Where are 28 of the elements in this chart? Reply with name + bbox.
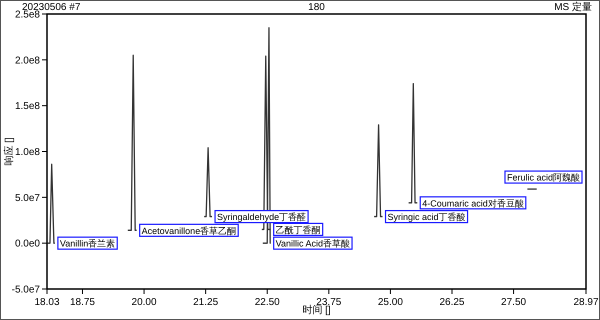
annotation: Ferulic acid阿魏酸 bbox=[506, 172, 580, 183]
y-tick-label: 5.0e7 bbox=[14, 192, 40, 204]
annotation: Syringic acid丁香酸 bbox=[388, 212, 466, 222]
x-tick-label: 18.03 bbox=[34, 297, 60, 308]
annotation: Vanillic Acid香草酸 bbox=[276, 238, 350, 249]
annotation: 乙酰丁香酮 bbox=[276, 224, 321, 235]
y-tick-label: 1.5e8 bbox=[14, 101, 40, 112]
x-tick-label: 28.97 bbox=[573, 297, 599, 308]
text: MS 定量 bbox=[554, 1, 592, 13]
y-axis-title: 响应 [] bbox=[3, 137, 15, 166]
x-tick-label: 25.00 bbox=[378, 297, 404, 308]
y-tick-label: 0.0e0 bbox=[14, 238, 40, 250]
chart-title: 180 bbox=[308, 2, 326, 13]
annotation: Acetovanillone香草乙酮 bbox=[142, 226, 236, 236]
x-axis-title: 时间 [] bbox=[302, 304, 331, 316]
annotation: Syringaldehyde丁香醛 bbox=[217, 212, 306, 222]
x-tick-label: 18.75 bbox=[70, 297, 96, 308]
y-tick-label: 1.0e8 bbox=[14, 147, 40, 158]
x-tick-label: 22.50 bbox=[254, 297, 280, 308]
annotation: Vanillin香兰素 bbox=[60, 238, 116, 249]
x-tick-label: 26.25 bbox=[439, 297, 465, 308]
x-tick-label: 21.25 bbox=[193, 297, 219, 308]
x-tick-label: 27.50 bbox=[501, 297, 527, 308]
y-tick-label: 2.5e8 bbox=[14, 10, 40, 20]
x-tick-label: 20.00 bbox=[132, 297, 158, 308]
annotation: 4-Coumaric acid对香豆酸 bbox=[422, 198, 524, 208]
y-tick-label: -5.0e7 bbox=[12, 284, 40, 296]
y-tick-label: 2.0e8 bbox=[14, 55, 40, 66]
